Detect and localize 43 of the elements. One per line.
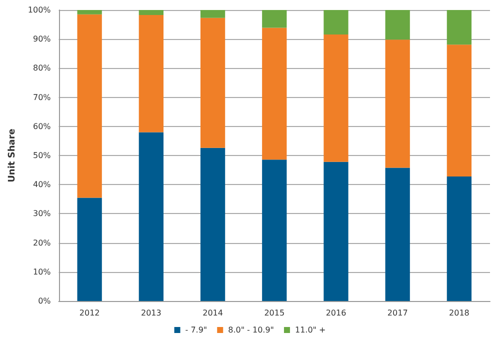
- y-tick-label: 40%: [32, 180, 52, 190]
- bar: [446, 176, 472, 301]
- x-tick-label: 2015: [264, 308, 285, 318]
- x-tick-label: 2017: [387, 308, 408, 318]
- bar: [324, 34, 348, 162]
- bar: [200, 18, 226, 148]
- y-tick-label: 90%: [32, 34, 52, 44]
- x-tick-label: 2016: [326, 308, 346, 318]
- bar: [324, 162, 348, 301]
- y-tick-label: 60%: [32, 122, 52, 131]
- y-tick-label: 100%: [28, 6, 52, 14]
- legend-label: - 7.9": [185, 326, 208, 334]
- bar: [262, 28, 287, 160]
- y-tick-label: 30%: [32, 209, 52, 218]
- x-tick-label: 2014: [202, 308, 223, 318]
- bar: [138, 10, 164, 15]
- bar: [77, 14, 102, 198]
- x-tick-label: 2012: [79, 308, 100, 318]
- x-tick-label: 2013: [141, 308, 162, 318]
- legend-label: 11.0" +: [294, 326, 326, 334]
- bar: [262, 10, 287, 28]
- bar: [77, 198, 102, 301]
- bar: [385, 168, 410, 301]
- bar: [446, 44, 472, 176]
- y-tick-label: 20%: [32, 238, 52, 248]
- bar: [385, 10, 410, 40]
- y-tick-label: 10%: [32, 267, 52, 276]
- y-axis-title: Unit Share: [8, 128, 18, 182]
- bar: [77, 10, 102, 14]
- y-tick-label: 70%: [32, 92, 52, 102]
- bar: [446, 10, 472, 45]
- bar: [200, 10, 226, 18]
- bar: [324, 10, 348, 34]
- y-tick-label: 0%: [38, 296, 52, 306]
- legend-label: 8.0" - 10.9": [228, 326, 274, 334]
- y-tick-label: 50%: [32, 151, 52, 160]
- bar: [385, 40, 410, 168]
- bar: [138, 14, 164, 132]
- x-tick-label: 2018: [449, 308, 470, 318]
- bar: [262, 160, 287, 301]
- bar: [200, 148, 226, 301]
- bar: [138, 132, 164, 301]
- y-tick-label: 80%: [32, 64, 52, 73]
